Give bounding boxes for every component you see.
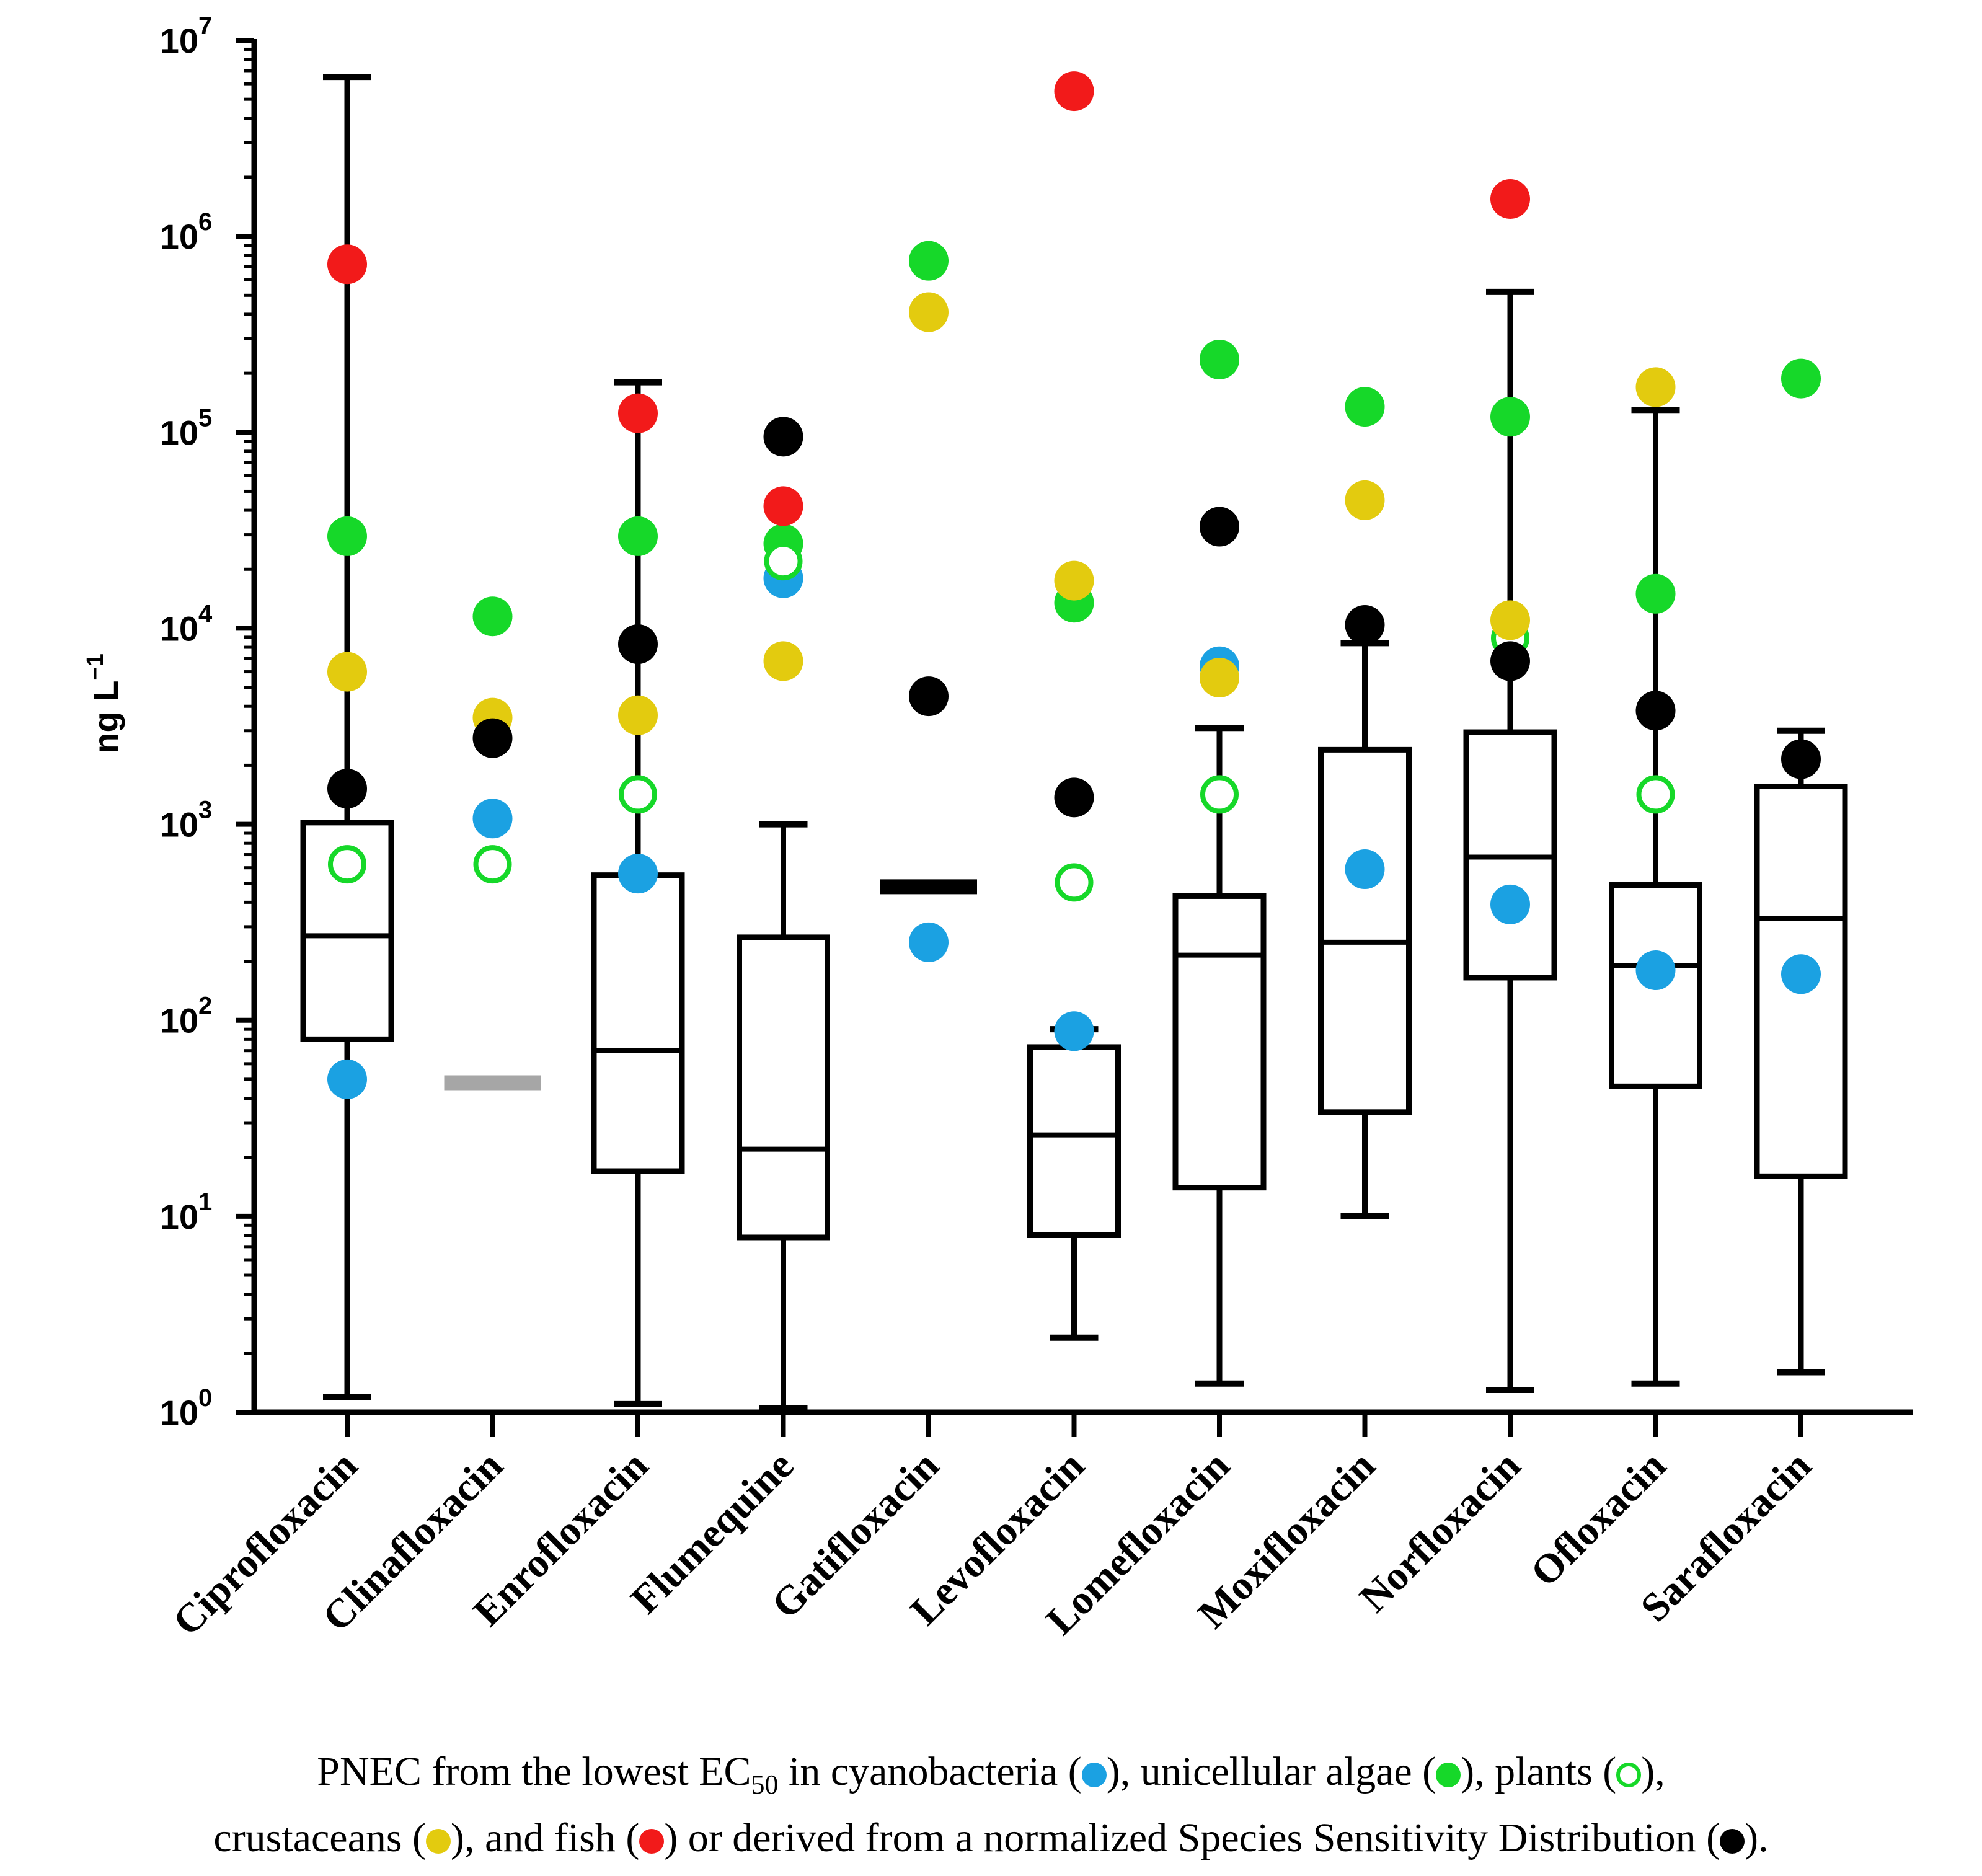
- point-ssd: [1345, 605, 1385, 645]
- point-unicellular-algae: [472, 596, 513, 637]
- y-axis-label: ng L−1: [82, 653, 125, 754]
- iqr-box: [1754, 784, 1848, 1179]
- point-plants: [1636, 775, 1675, 814]
- point-plants: [473, 845, 512, 884]
- point-ssd: [1781, 739, 1821, 779]
- point-unicellular-algae: [1635, 573, 1676, 614]
- iqr-box: [737, 934, 830, 1241]
- legend-algae-icon: [1436, 1763, 1461, 1787]
- figure-caption: PNEC from the lowest EC50 in cyanobacter…: [0, 1745, 1982, 1865]
- point-fish: [1054, 71, 1094, 112]
- point-unicellular-algae: [618, 516, 658, 556]
- caption-line-2: crustaceans (), and fish () or derived f…: [213, 1815, 1769, 1861]
- point-ssd: [909, 676, 949, 717]
- point-cyanobacteria: [618, 854, 658, 894]
- series-cyanobacteria: [327, 558, 1821, 1099]
- point-unicellular-algae: [1200, 339, 1239, 379]
- point-ssd: [1200, 507, 1239, 547]
- point-ssd: [1635, 691, 1676, 731]
- legend-fish-icon: [639, 1829, 665, 1854]
- box-norfloxacin: [1463, 288, 1557, 1393]
- point-crustaceans: [909, 292, 949, 332]
- box-levofloxacin: [1027, 1026, 1121, 1341]
- point-crustaceans: [1200, 658, 1239, 698]
- point-cyanobacteria: [1345, 849, 1385, 890]
- box-enrofloxacin: [591, 379, 685, 1407]
- point-cyanobacteria: [909, 922, 949, 962]
- point-cyanobacteria: [1781, 954, 1821, 994]
- y-tick-label: 101: [160, 1188, 213, 1236]
- point-cyanobacteria: [1635, 950, 1676, 991]
- y-tick-label: 103: [160, 797, 213, 844]
- point-plants: [1055, 863, 1094, 902]
- y-axis: 100 101 102 103 104 105 106 107: [160, 12, 257, 1432]
- point-unicellular-algae: [909, 241, 949, 281]
- box-sarafloxacin: [1754, 727, 1848, 1376]
- y-tick-label: 104: [160, 600, 213, 648]
- box-ofloxacin: [1609, 407, 1702, 1387]
- box-lomefloxacin: [1172, 725, 1267, 1387]
- series-crustaceans: [327, 292, 1676, 738]
- point-crustaceans: [1490, 600, 1530, 640]
- point-cyanobacteria: [1054, 1011, 1094, 1051]
- legend-cyanobacteria-icon: [1081, 1763, 1107, 1787]
- y-tick-label: 100: [160, 1384, 213, 1432]
- iqr-box: [1027, 1044, 1121, 1238]
- point-ssd: [472, 718, 513, 758]
- point-fish: [763, 486, 803, 526]
- box-moxifloxacin: [1318, 640, 1412, 1219]
- point-unicellular-algae: [1781, 358, 1821, 399]
- series-fish: [327, 71, 1530, 526]
- x-tick-label: Ofloxacin: [1522, 1443, 1675, 1595]
- point-unicellular-algae: [1345, 387, 1385, 427]
- point-ssd: [763, 417, 803, 457]
- point-ssd: [1054, 777, 1094, 818]
- legend-plants-icon: [1616, 1763, 1642, 1787]
- point-cyanobacteria: [472, 799, 513, 839]
- x-axis: CiprofloxacinClinafloxacinEnrofloxacinFl…: [164, 1409, 1913, 1645]
- legend-ssd-icon: [1720, 1829, 1745, 1854]
- y-tick-label: 106: [160, 208, 213, 256]
- point-crustaceans: [1345, 480, 1385, 520]
- point-crustaceans: [763, 641, 803, 681]
- point-fish: [1490, 179, 1530, 219]
- point-unicellular-algae: [327, 516, 367, 556]
- point-unicellular-algae: [1490, 397, 1530, 437]
- point-fish: [327, 244, 367, 285]
- caption-line-1: PNEC from the lowest EC50 in cyanobacter…: [317, 1749, 1665, 1800]
- point-plants: [328, 845, 366, 884]
- iqr-box: [591, 872, 685, 1174]
- box-flumequine: [737, 821, 830, 1412]
- point-series: [327, 71, 1821, 1099]
- point-crustaceans: [1635, 367, 1676, 407]
- point-ssd: [1490, 641, 1530, 681]
- point-cyanobacteria: [1490, 884, 1530, 924]
- point-cyanobacteria: [327, 1059, 367, 1099]
- y-tick-label: 107: [160, 12, 213, 60]
- box-series: [300, 74, 1848, 1412]
- box-plot-chart: 100 101 102 103 104 105 106 107 CiprofloxacinCl…: [82, 12, 1913, 1645]
- point-crustaceans: [1054, 560, 1094, 601]
- point-fish: [618, 393, 658, 433]
- series-ssd: [327, 417, 1821, 818]
- legend-crustaceans-icon: [426, 1829, 451, 1854]
- point-plants: [764, 542, 803, 581]
- iqr-box: [1172, 893, 1267, 1191]
- point-plants: [619, 775, 657, 814]
- y-tick-label: 102: [160, 993, 213, 1040]
- point-crustaceans: [618, 695, 658, 735]
- point-ssd: [618, 624, 658, 665]
- iqr-box: [1318, 746, 1412, 1115]
- y-tick-label: 105: [160, 404, 213, 452]
- point-plants: [1200, 775, 1239, 814]
- point-ssd: [327, 769, 367, 809]
- point-crustaceans: [327, 652, 367, 692]
